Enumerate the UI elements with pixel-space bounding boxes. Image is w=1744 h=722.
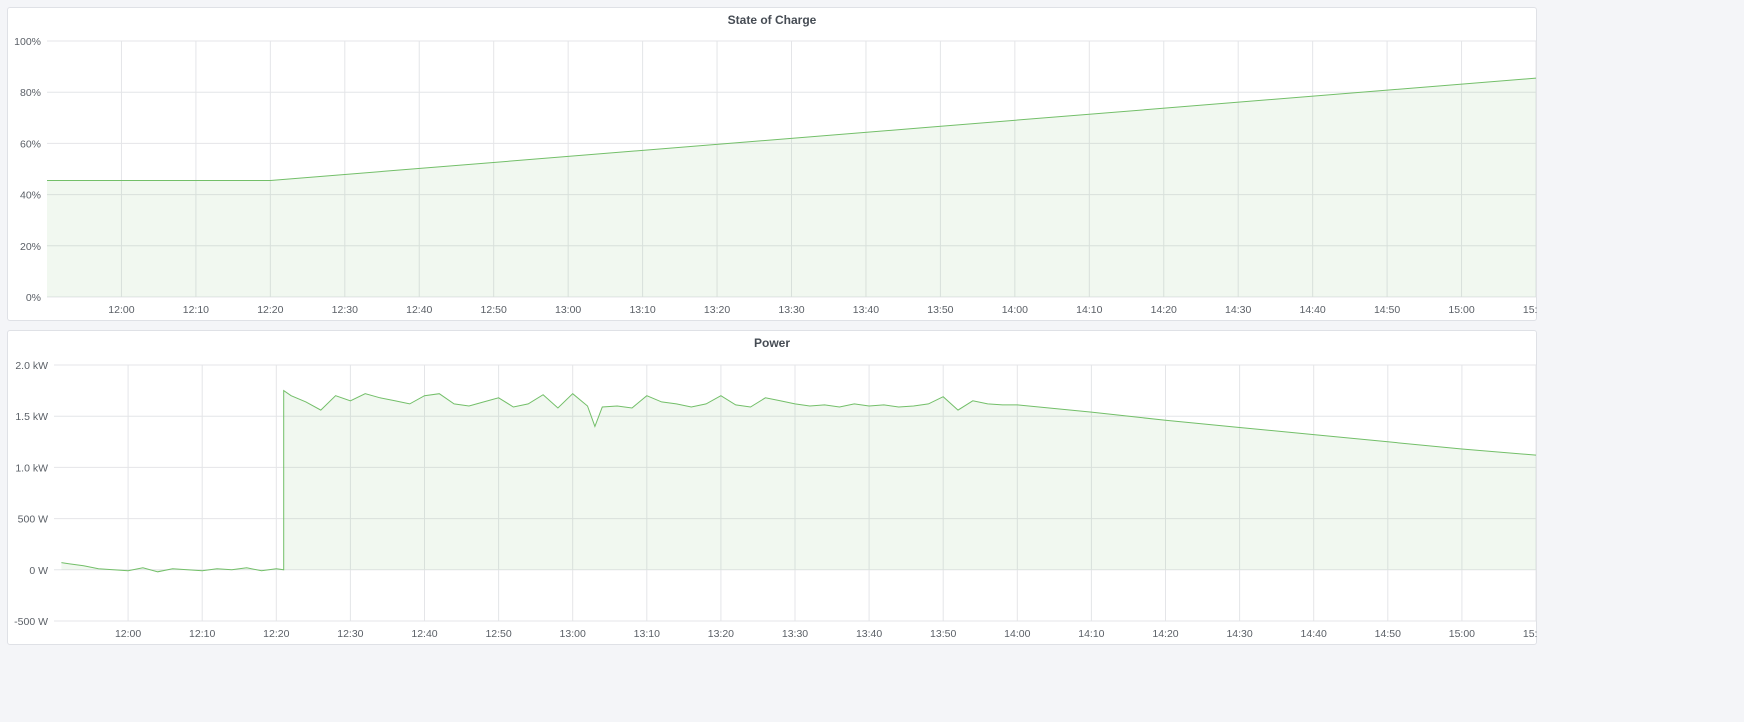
- x-tick-label: 14:50: [1375, 628, 1401, 640]
- y-tick-label: 500 W: [18, 514, 48, 526]
- state-of-charge-chart: 0% 20% 40% 60% 80% 100% 12:00 12:10 12:20 12:30 12…: [14, 36, 1538, 316]
- x-tick-label: 14:00: [1004, 628, 1030, 640]
- x-tick-label: 13:00: [560, 628, 586, 640]
- y-tick-label: 1.5 kW: [15, 411, 48, 423]
- power-panel: Power -500 W 0 W 500 W 1.0 kW 1.5 kW 2.0 kW 12…: [7, 330, 1538, 645]
- x-tick-label: 13:40: [856, 628, 882, 640]
- x-tick-label: 12:00: [108, 304, 134, 316]
- y-tick-label: 0 W: [29, 565, 48, 577]
- x-tick-label: 14:40: [1300, 304, 1326, 316]
- x-tick-label: 13:50: [927, 304, 953, 316]
- y-tick-label: 40%: [20, 190, 41, 202]
- x-tick-label: 12:10: [183, 304, 209, 316]
- y-tick-label: 60%: [20, 138, 41, 150]
- x-tick-label: 14:10: [1076, 304, 1102, 316]
- x-tick-label: 13:30: [782, 628, 808, 640]
- x-tick-label: 13:20: [704, 304, 730, 316]
- x-tick-label: 15:00: [1449, 628, 1475, 640]
- x-tick-label: 12:50: [485, 628, 511, 640]
- x-tick-label: 13:50: [930, 628, 956, 640]
- panel-title[interactable]: State of Charge: [727, 13, 817, 27]
- x-tick-label: 14:50: [1374, 304, 1400, 316]
- x-tick-label: 14:20: [1151, 304, 1177, 316]
- x-tick-label: 12:10: [189, 628, 215, 640]
- y-tick-label: 20%: [20, 241, 41, 253]
- x-tick-label: 15:00: [1448, 304, 1474, 316]
- x-tick-label: 12:50: [481, 304, 507, 316]
- x-tick-label: 14:10: [1078, 628, 1104, 640]
- x-tick-label: 13:10: [634, 628, 660, 640]
- series-line: [47, 77, 1537, 181]
- series-line: [61, 389, 1537, 573]
- x-tick-label: 12:20: [263, 628, 289, 640]
- x-tick-label: 14:30: [1226, 628, 1252, 640]
- x-tick-label: 12:30: [337, 628, 363, 640]
- power-chart: -500 W 0 W 500 W 1.0 kW 1.5 kW 2.0 kW 12:00 12:…: [14, 360, 1538, 640]
- y-tick-label: 80%: [20, 87, 41, 99]
- x-tick-label: 12:40: [411, 628, 437, 640]
- y-tick-label: 1.0 kW: [15, 462, 48, 474]
- x-tick-label: 12:20: [257, 304, 283, 316]
- x-tick-label: 12:30: [332, 304, 358, 316]
- x-tick-label: 13:40: [853, 304, 879, 316]
- state-of-charge-panel: State of Charge 0% 20% 40% 60% 80% 100% 12:00 1…: [7, 7, 1538, 321]
- y-tick-label: -500 W: [14, 616, 48, 628]
- x-tick-label: 14:00: [1002, 304, 1028, 316]
- x-tick-label: 14:30: [1225, 304, 1251, 316]
- x-tick-label: 13:00: [555, 304, 581, 316]
- y-tick-label: 100%: [14, 36, 41, 48]
- x-tick-label: 15:10: [1523, 628, 1538, 640]
- x-tick-label: 12:40: [406, 304, 432, 316]
- series-area: [61, 390, 1536, 572]
- x-tick-label: 13:30: [778, 304, 804, 316]
- y-tick-label: 0%: [26, 292, 41, 304]
- series-area: [47, 78, 1536, 297]
- x-tick-label: 13:20: [708, 628, 734, 640]
- x-tick-label: 14:40: [1301, 628, 1327, 640]
- y-tick-label: 2.0 kW: [15, 360, 48, 372]
- x-tick-label: 12:00: [115, 628, 141, 640]
- x-tick-label: 14:20: [1152, 628, 1178, 640]
- x-tick-label: 13:10: [629, 304, 655, 316]
- panel-title[interactable]: Power: [753, 336, 790, 350]
- x-tick-label: 15:10: [1523, 304, 1538, 316]
